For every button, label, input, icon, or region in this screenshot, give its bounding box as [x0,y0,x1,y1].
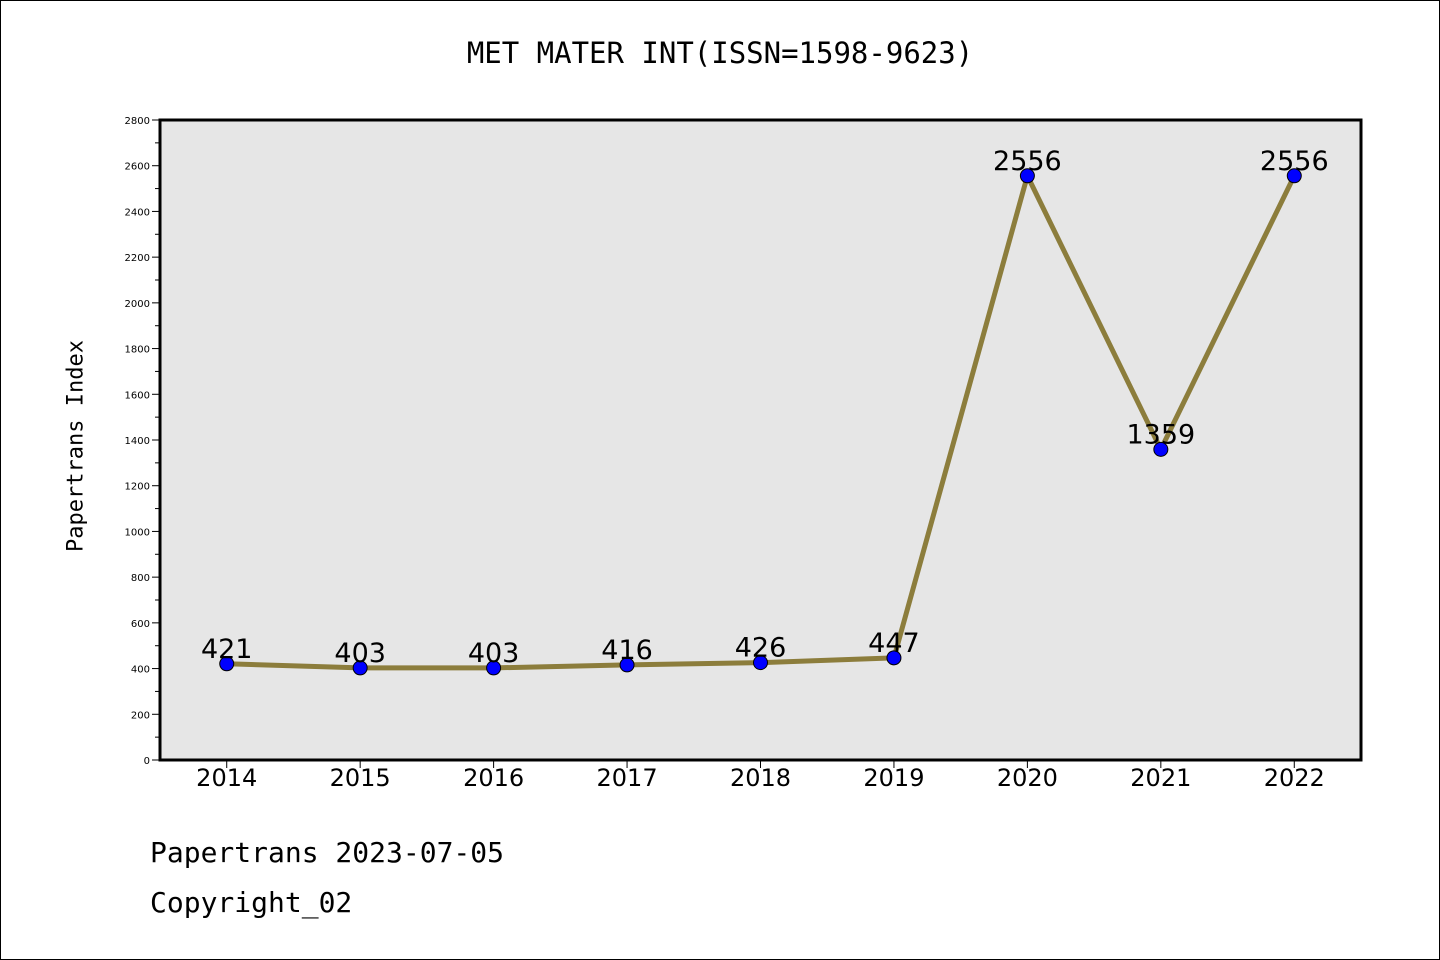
x-tick-label: 2021 [1130,764,1191,792]
y-tick-label: 2400 [125,207,150,218]
y-tick-label: 600 [131,619,150,630]
data-point [219,656,235,672]
y-tick-label: 2800 [125,116,150,127]
data-point [352,660,368,676]
data-label: 403 [334,638,386,669]
x-axis-ticks: 2014 2015 2016 2017 2018 2019 2020 2021 2022 [196,760,1325,792]
data-point [486,660,502,676]
y-tick-label: 800 [131,573,150,584]
x-tick-label: 2015 [330,764,391,792]
y-tick-label: 0 [144,756,150,767]
data-point [619,657,635,673]
chart-title: MET MATER INT(ISSN=1598-9623) [466,36,974,70]
plot-border [158,118,1363,762]
y-tick-label: 1000 [125,527,150,538]
y-axis-ticks: 0 200 400 600 800 1000 1200 1400 1600 1800 2000 220… [125,116,160,767]
y-tick-label: 200 [131,710,150,721]
x-tick-label: 2018 [730,764,791,792]
data-label: 1359 [1126,419,1195,450]
y-tick-label: 1200 [125,482,150,493]
data-point [753,655,768,671]
y-tick-label: 2200 [125,253,150,264]
footer-copyright: Copyright_02 [150,886,353,919]
x-tick-label: 2020 [997,764,1058,792]
data-label: 2556 [993,146,1062,177]
x-tick-label: 2019 [863,764,924,792]
data-label: 426 [735,633,787,664]
series-markers [219,168,1302,676]
y-tick-label: 1400 [125,436,150,447]
data-point [1153,441,1169,457]
y-tick-label: 400 [131,665,150,676]
data-label: 447 [868,628,920,659]
footer-date: Papertrans 2023-07-05 [150,836,505,869]
y-tick-label: 2000 [125,299,150,310]
x-tick-label: 2014 [196,764,257,792]
data-point [886,650,902,666]
x-tick-label: 2017 [597,764,658,792]
y-tick-label: 2600 [125,162,150,173]
data-label: 421 [201,634,253,665]
data-point [1019,168,1035,184]
data-label: 2556 [1260,146,1329,177]
data-label: 403 [468,638,520,669]
data-point [1286,168,1302,184]
data-label: 416 [601,635,653,666]
y-tick-label: 1600 [125,390,150,401]
x-tick-label: 2016 [463,764,524,792]
data-labels: 421 403 403 416 426 447 2556 1359 2556 [201,146,1329,669]
plot-area [160,120,1361,760]
x-tick-label: 2022 [1264,764,1325,792]
y-tick-label: 1800 [125,345,150,356]
